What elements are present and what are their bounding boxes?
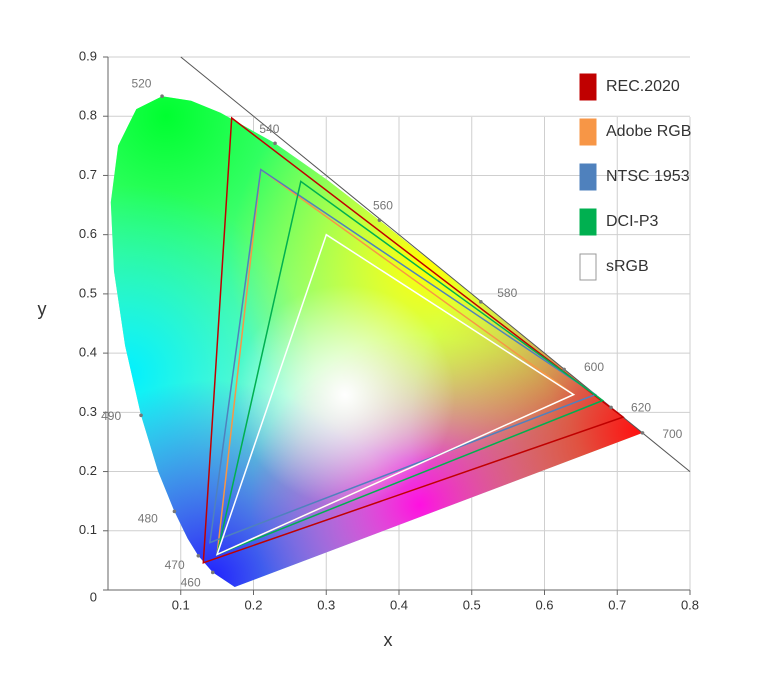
plot: 460 470 480 490 520 540 560 580 600 620 700 <box>101 56 691 590</box>
y-tick-label: 0.1 <box>79 522 97 537</box>
wavelength-label: 540 <box>259 122 279 136</box>
y-tick-label: 0.4 <box>79 345 97 360</box>
x-tick-label: 0.2 <box>244 597 262 612</box>
wavelength-dot <box>210 570 215 575</box>
wavelength-label: 580 <box>497 286 517 300</box>
y-tick-label: 0.5 <box>79 285 97 300</box>
wavelength-label: 520 <box>131 76 151 90</box>
y-axis-title: y <box>38 299 47 319</box>
y-tick-label: 0.8 <box>79 108 97 123</box>
legend-swatch <box>579 208 597 236</box>
wavelength-dot <box>609 405 613 410</box>
wavelength-label: 700 <box>662 427 682 441</box>
wavelength-dot <box>377 218 382 222</box>
legend-label: REC.2020 <box>606 78 680 95</box>
x-tick-label: 0.7 <box>608 597 626 612</box>
x-tick-label: 0.6 <box>535 597 553 612</box>
wavelength-dot <box>562 367 566 372</box>
wavelength-dot <box>196 553 201 558</box>
y-tick-label: 0.9 <box>79 48 97 63</box>
y-tick-label: 0.6 <box>79 226 97 241</box>
y-tick-label: 0.3 <box>79 404 97 419</box>
wavelength-dot <box>273 141 277 146</box>
wavelength-label: 620 <box>631 400 651 414</box>
legend-swatch <box>579 73 597 101</box>
x-axis-title: x <box>384 630 393 650</box>
wavelength-dot <box>139 413 143 418</box>
gamut-triangle <box>216 180 605 556</box>
x-tick-label: 0.5 <box>463 597 481 612</box>
wavelength-dot <box>479 300 483 304</box>
wavelength-label: 600 <box>584 360 604 374</box>
wavelength-label: 560 <box>373 199 393 213</box>
wavelength-label: 460 <box>181 576 201 590</box>
wavelength-label: 490 <box>101 409 121 423</box>
wavelength-label: 470 <box>165 558 185 572</box>
wavelength-dot <box>640 431 645 435</box>
y-tick-label: 0 <box>90 589 97 604</box>
gamut-triangle <box>202 116 625 564</box>
wavelength-label: 480 <box>138 511 158 525</box>
x-tick-label: 0.4 <box>390 597 408 612</box>
legend-label: NTSC 1953 <box>606 168 690 185</box>
gamut-triangle <box>215 233 576 556</box>
legend-swatch <box>579 163 597 191</box>
y-tick-label: 0.7 <box>79 167 97 182</box>
y-tick-label: 0.2 <box>79 463 97 478</box>
legend-swatch <box>579 253 597 281</box>
gamut-triangle <box>208 168 598 544</box>
x-tick-label: 0.1 <box>172 597 190 612</box>
legend-label: DCI-P3 <box>606 213 659 230</box>
legend-label: sRGB <box>606 258 649 275</box>
legend-swatch <box>579 118 597 146</box>
x-tick-label: 0.8 <box>681 597 699 612</box>
legend-label: Adobe RGB <box>606 123 691 140</box>
x-tick-label: 0.3 <box>317 597 335 612</box>
wavelength-dot <box>172 509 177 514</box>
wavelength-dot <box>160 94 164 99</box>
